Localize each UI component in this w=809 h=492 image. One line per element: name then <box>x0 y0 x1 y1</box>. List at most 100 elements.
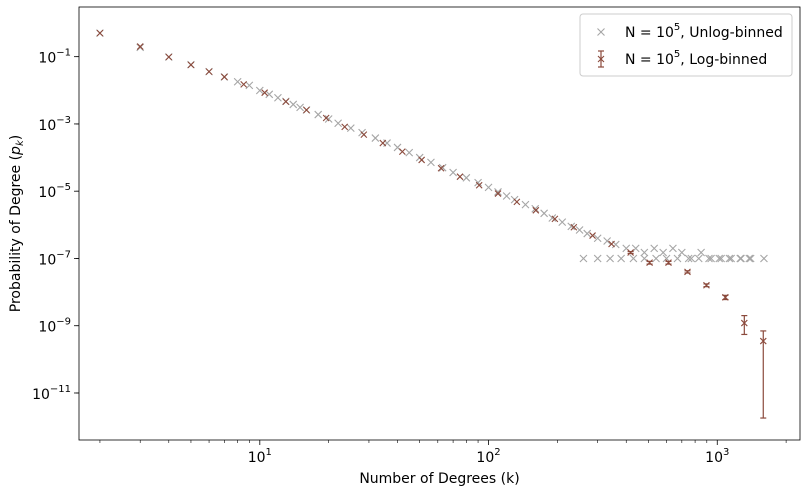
data-point-unlog <box>640 248 649 257</box>
data-point-unlog <box>265 90 274 99</box>
data-point-unlog <box>579 254 588 263</box>
y-tick-label: 10−9 <box>38 317 71 336</box>
data-point-unlog <box>233 77 242 86</box>
y-tick-label: 10−3 <box>38 115 71 134</box>
data-point-log <box>341 123 349 131</box>
data-point-log <box>475 181 483 189</box>
data-point-unlog <box>346 124 355 133</box>
y-tick-label: 10−5 <box>38 182 71 201</box>
data-point-log <box>165 53 173 61</box>
data-point-unlog <box>324 115 333 123</box>
data-point-unlog <box>717 254 726 263</box>
data-point-log <box>740 319 748 327</box>
data-point-unlog <box>760 254 768 263</box>
x-tick-label: 101 <box>248 447 272 466</box>
legend-cross-log <box>597 55 605 63</box>
data-point-unlog <box>438 163 447 172</box>
data-point-log <box>205 68 213 75</box>
data-point-unlog <box>548 214 557 222</box>
data-point-log <box>551 215 559 223</box>
data-point-unlog <box>727 254 736 263</box>
data-point-log <box>608 240 615 248</box>
data-point-log <box>665 259 672 267</box>
data-point-unlog <box>427 158 435 167</box>
data-point-unlog <box>687 254 696 263</box>
data-point-unlog <box>603 237 612 245</box>
data-point-log <box>240 80 248 88</box>
x-axis-label: Number of Degrees (k) <box>359 471 519 487</box>
data-point-unlog <box>405 148 414 157</box>
data-point-log <box>379 139 387 147</box>
data-point-unlog <box>694 254 703 263</box>
data-point-unlog <box>255 86 264 95</box>
data-point-unlog <box>652 254 660 263</box>
data-point-unlog <box>583 229 592 238</box>
data-point-unlog <box>558 218 567 227</box>
data-point-unlog <box>725 254 734 263</box>
data-point-unlog <box>606 254 614 263</box>
data-point-unlog <box>745 254 754 263</box>
data-point-log <box>437 164 445 172</box>
data-point-unlog <box>449 168 457 177</box>
data-point-log <box>646 259 653 267</box>
data-point-unlog <box>274 93 282 102</box>
data-point-unlog <box>629 254 638 263</box>
data-point-unlog <box>531 204 540 213</box>
legend-label-unlog: N = 105, Unlog-binned <box>625 22 783 41</box>
data-point-unlog <box>371 134 380 142</box>
x-tick-label: 103 <box>705 447 729 466</box>
data-point-unlog <box>314 110 323 119</box>
data-point-unlog <box>567 222 576 231</box>
data-point-unlog <box>484 183 493 192</box>
data-point-log <box>303 106 310 114</box>
data-point-log <box>187 61 195 69</box>
data-point-unlog <box>705 254 713 263</box>
y-axis-label: Probability of Degree (pk) <box>8 135 26 312</box>
data-point-log <box>627 249 635 256</box>
data-point-unlog <box>677 248 686 257</box>
data-point-unlog <box>540 209 549 218</box>
data-point-unlog <box>673 254 682 263</box>
data-point-log <box>513 198 521 206</box>
legend-marker-unlog <box>597 28 605 36</box>
data-point-unlog <box>707 254 716 263</box>
data-point-log <box>721 293 729 301</box>
data-point-unlog <box>737 254 745 263</box>
data-point-unlog <box>736 254 745 263</box>
data-point-unlog <box>617 254 626 263</box>
data-point-unlog <box>659 248 668 257</box>
data-point-log <box>136 43 144 50</box>
data-point-unlog <box>289 100 298 109</box>
data-point-log <box>418 156 426 164</box>
plot-frame <box>78 6 801 441</box>
data-point-unlog <box>593 234 602 243</box>
data-point-unlog <box>521 200 530 209</box>
legend: N = 105, Unlog-binned N = 105, Log-binne… <box>579 13 793 77</box>
y-tick-label: 10−7 <box>38 249 71 268</box>
data-point-log <box>96 29 104 37</box>
data-point-unlog <box>715 254 724 263</box>
legend-marker-log <box>597 50 605 68</box>
data-point-log <box>398 148 406 156</box>
axes <box>78 6 801 441</box>
data-point-unlog <box>593 254 602 263</box>
data-point-unlog <box>474 178 482 187</box>
data-point-log <box>532 206 540 214</box>
data-point-unlog <box>462 173 471 182</box>
data-point-unlog <box>697 248 706 257</box>
data-point-log <box>703 281 710 289</box>
data-point-log <box>570 223 578 231</box>
data-point-log <box>589 232 596 239</box>
data-point-log <box>220 73 228 81</box>
data-point-log <box>360 131 368 139</box>
data-point-unlog <box>502 192 511 200</box>
data-point-unlog <box>746 254 755 263</box>
data-point-unlog <box>296 103 304 112</box>
data-point-unlog <box>631 244 640 253</box>
data-point-unlog <box>245 81 254 90</box>
data-point-unlog <box>494 188 502 196</box>
series-log-binned <box>96 29 767 419</box>
legend-box <box>579 13 793 77</box>
data-point-unlog <box>684 254 693 263</box>
